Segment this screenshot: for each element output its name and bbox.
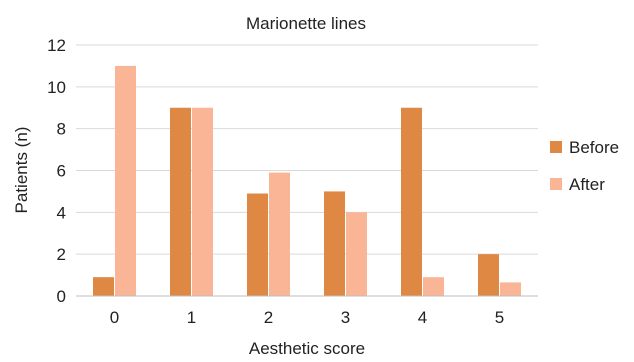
y-tick-labels: 0 2 4 6 8 10 12 [47,36,66,306]
y-tick-label: 12 [47,36,66,55]
bar-before-1 [170,107,191,296]
x-tick-label: 1 [187,308,196,327]
legend-label-before: Before [569,138,619,157]
y-tick-label: 4 [57,203,66,222]
legend-swatch-before [550,141,562,153]
x-tick-label: 4 [418,308,427,327]
bar-before-2 [247,193,268,296]
chart-title: Marionette lines [246,14,366,33]
bar-after-1 [192,107,213,296]
x-tick-label: 0 [110,308,119,327]
y-tick-label: 8 [57,120,66,139]
x-tick-label: 5 [495,308,504,327]
bar-before-5 [478,254,499,296]
gridlines [76,44,538,255]
x-tick-label: 2 [264,308,273,327]
y-axis-label: Patients (n) [12,127,31,214]
bar-after-3 [346,212,367,296]
legend: Before After [550,138,619,194]
bar-after-5 [500,282,521,296]
x-axis-label: Aesthetic score [249,339,365,358]
bar-after-4 [423,277,444,296]
bar-after-2 [269,172,290,296]
y-tick-label: 6 [57,162,66,181]
y-tick-label: 2 [57,245,66,264]
bar-before-3 [324,191,345,296]
x-tick-labels: 0 1 2 3 4 5 [110,308,504,327]
y-tick-label: 10 [47,78,66,97]
legend-swatch-after [550,178,562,190]
legend-label-after: After [569,175,605,194]
x-tick-label: 3 [341,308,350,327]
y-tick-label: 0 [57,287,66,306]
bar-before-0 [93,277,114,296]
bar-after-0 [115,65,136,297]
bar-before-4 [401,107,422,296]
bars [93,65,521,297]
